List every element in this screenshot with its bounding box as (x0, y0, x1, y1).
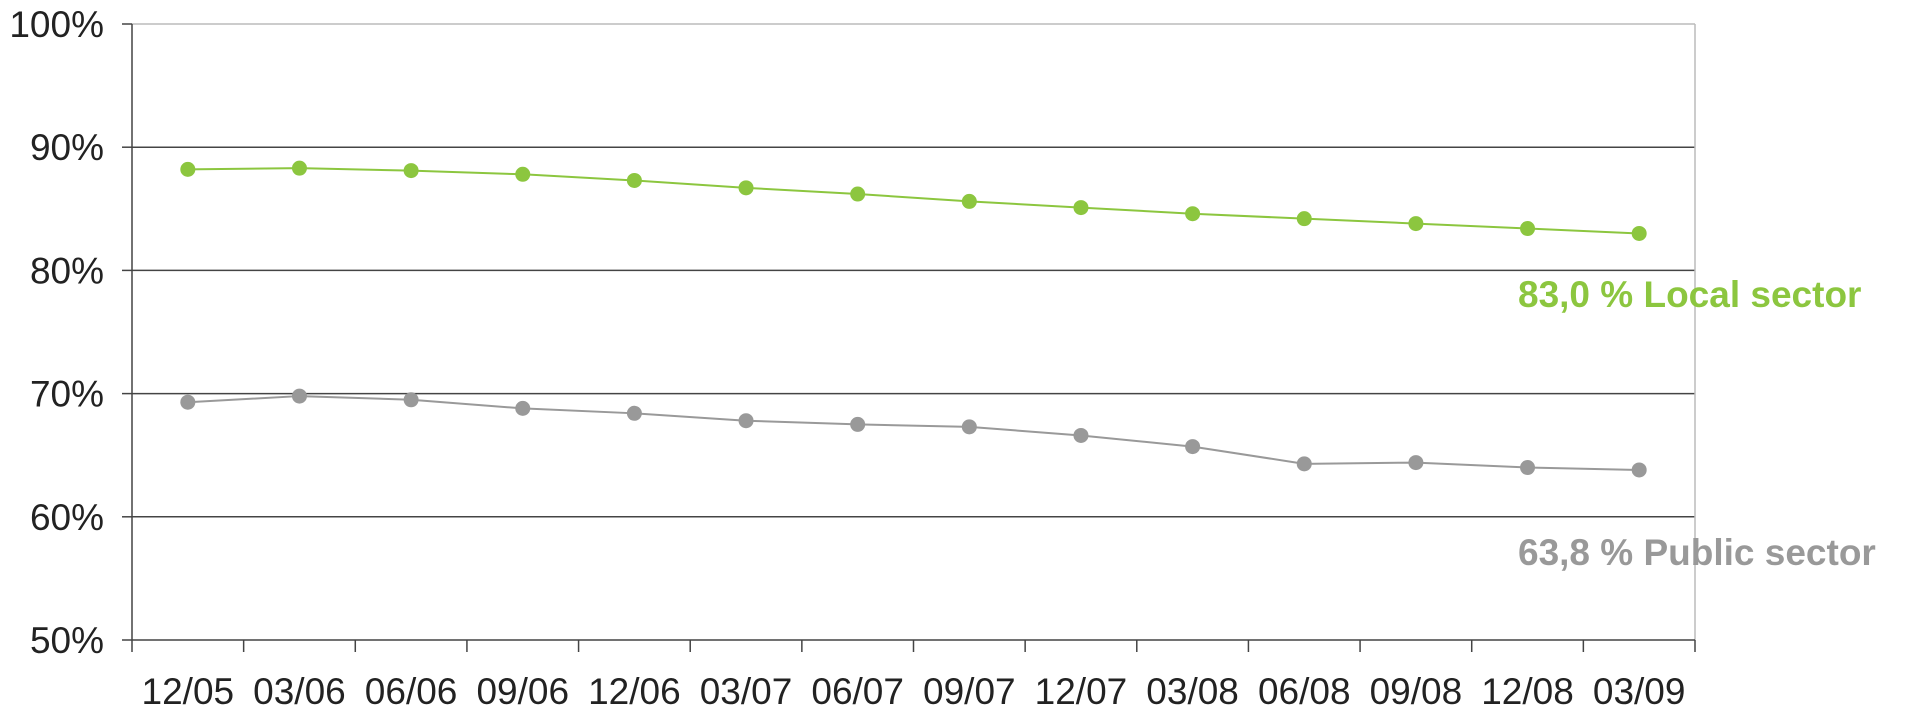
x-tick-label: 03/08 (1146, 671, 1239, 708)
public-sector-point (626, 405, 642, 421)
local-sector-point (1520, 221, 1536, 237)
x-tick-label: 12/05 (142, 671, 235, 708)
x-axis-tick-labels: 12/05 03/06 06/06 09/06 12/06 03/07 06/07 09/07… (142, 671, 1686, 708)
local-sector-point (850, 186, 866, 202)
local-sector-point (515, 166, 531, 182)
gridlines (132, 23, 1695, 518)
public-sector-point (291, 388, 307, 404)
public-sector-point (403, 392, 419, 408)
x-tick-label: 12/08 (1481, 671, 1574, 708)
public-sector-point (1185, 439, 1201, 455)
x-tick-label: 03/06 (253, 671, 346, 708)
x-tick-label: 06/06 (365, 671, 458, 708)
public-sector-point (1520, 460, 1536, 476)
x-tick-label: 03/07 (700, 671, 793, 708)
public-sector-point (1073, 427, 1089, 443)
x-tick-label: 09/06 (476, 671, 569, 708)
local-sector-point (1296, 211, 1312, 227)
public-sector-point (515, 400, 531, 416)
x-tick-label: 03/09 (1593, 671, 1686, 708)
y-tick-label: 60% (30, 497, 104, 538)
public-sector-point (961, 419, 977, 435)
local-sector-point (961, 193, 977, 209)
public-sector-point (850, 416, 866, 432)
x-tick-label: 12/06 (588, 671, 681, 708)
y-tick-label: 70% (30, 374, 104, 415)
public-sector-point (1631, 462, 1647, 478)
x-tick-label: 12/07 (1035, 671, 1128, 708)
local-sector-point (1408, 216, 1424, 232)
local-sector-point (626, 172, 642, 188)
y-tick-label: 80% (30, 250, 104, 291)
x-tick-label: 06/08 (1258, 671, 1351, 708)
public-sector-point (738, 413, 754, 429)
local-sector-end-label: 83,0 % Local sector (1518, 274, 1861, 315)
local-sector-point (1185, 206, 1201, 222)
local-sector-point (291, 160, 307, 176)
local-sector-point (403, 163, 419, 179)
axes (122, 23, 1696, 652)
local-sector-point (1631, 225, 1647, 241)
public-sector-point (1296, 456, 1312, 472)
y-tick-label: 90% (30, 127, 104, 168)
local-sector-point (738, 180, 754, 196)
local-sector-line (187, 167, 1640, 235)
y-tick-label: 100% (9, 4, 104, 45)
y-tick-label: 50% (30, 620, 104, 661)
x-tick-label: 06/07 (811, 671, 904, 708)
x-tick-label: 09/07 (923, 671, 1016, 708)
y-axis-tick-labels: 50% 60% 70% 80% 90% 100% (9, 4, 104, 661)
local-sector-point (180, 161, 196, 177)
public-sector-point (180, 394, 196, 410)
local-sector-point (1073, 200, 1089, 216)
public-sector-line (187, 395, 1640, 471)
series (180, 160, 1647, 478)
x-tick-label: 09/08 (1370, 671, 1463, 708)
public-sector-point (1408, 455, 1424, 471)
public-sector-end-label: 63,8 % Public sector (1518, 532, 1876, 573)
